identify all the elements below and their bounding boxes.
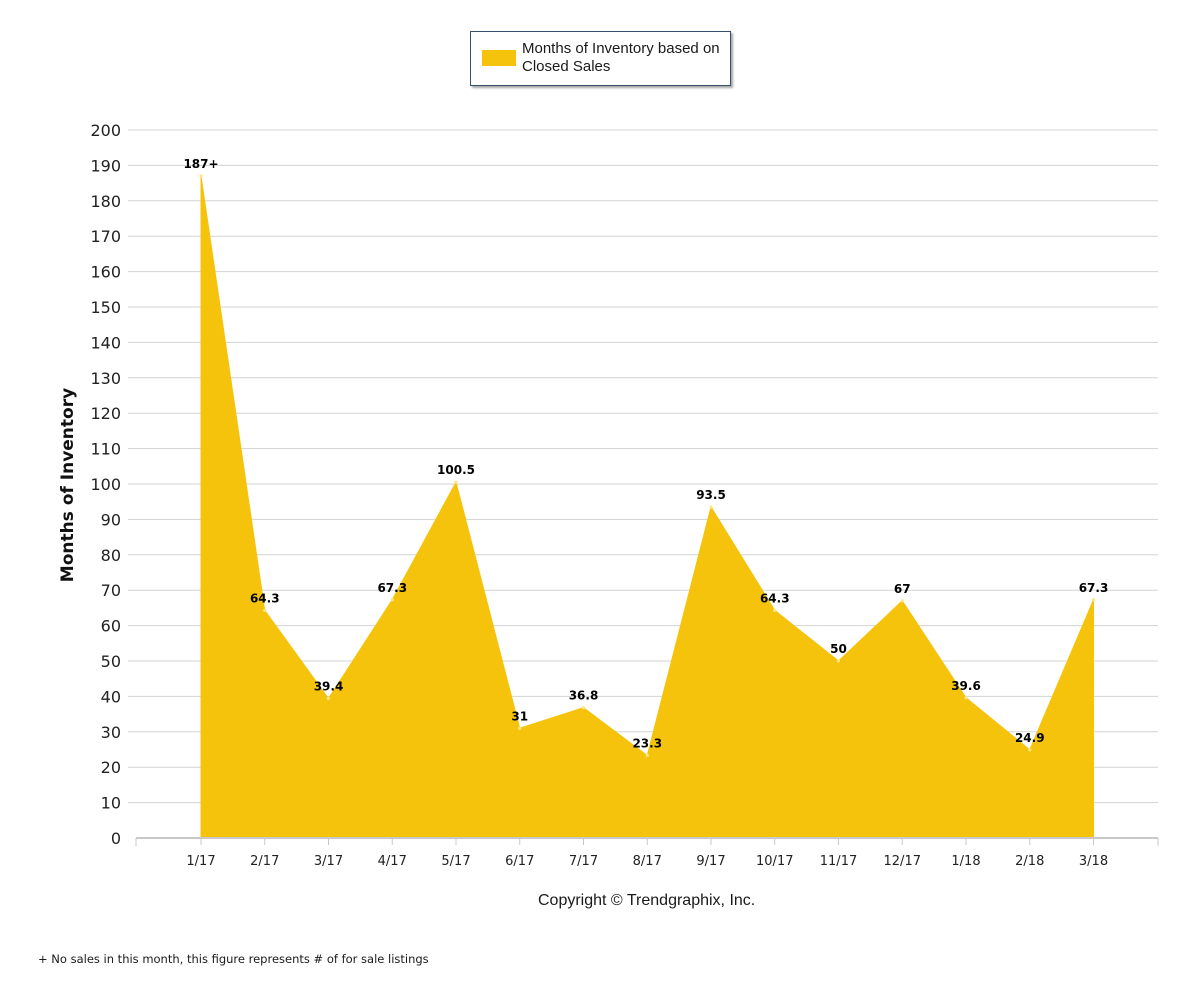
data-label: 23.3	[632, 737, 662, 751]
data-point	[709, 505, 713, 509]
y-tick-label: 150	[90, 298, 121, 317]
y-tick-label: 200	[90, 121, 121, 140]
data-point	[645, 753, 649, 758]
data-label: 39.6	[951, 679, 981, 693]
y-tick-label: 110	[90, 440, 121, 459]
legend-swatch	[482, 50, 516, 66]
data-label: 39.4	[314, 680, 344, 694]
x-tick-label: 6/17	[505, 854, 534, 869]
y-tick-label: 30	[101, 723, 121, 742]
y-tick-label: 10	[101, 794, 121, 813]
data-point	[581, 706, 586, 710]
data-point	[518, 726, 522, 730]
data-label: 24.9	[1015, 731, 1045, 745]
data-point	[964, 696, 968, 700]
x-tick-label: 8/17	[633, 854, 662, 869]
data-point	[773, 608, 777, 612]
y-tick-label: 160	[90, 263, 121, 282]
y-axis-title: Months of Inventory	[58, 387, 78, 583]
x-tick-label: 1/18	[951, 854, 980, 869]
x-axis-ticks: 1/17 2/17 3/17 4/17 5/17 6/17 7/17 8/17 9/17 10/1…	[186, 854, 1108, 869]
y-tick-label: 40	[101, 687, 121, 706]
data-label: 100.5	[437, 463, 475, 477]
data-point	[326, 696, 331, 701]
y-tick-label: 190	[90, 156, 121, 175]
y-tick-label: 90	[101, 510, 121, 529]
area-series	[199, 174, 1096, 839]
data-point	[454, 480, 458, 484]
y-tick-label: 140	[90, 333, 121, 352]
x-tick-label: 2/18	[1015, 854, 1044, 869]
x-tick-label: 2/17	[250, 854, 279, 869]
data-label: 31	[511, 709, 528, 723]
x-tick-label: 12/17	[884, 854, 921, 869]
data-label: 50	[830, 642, 847, 656]
y-tick-label: 60	[101, 617, 121, 636]
data-point	[390, 598, 394, 602]
data-point	[900, 599, 904, 603]
x-tick-label: 3/17	[314, 854, 343, 869]
y-tick-label: 120	[90, 404, 121, 423]
data-label: 64.3	[760, 591, 790, 605]
footnote-text: + No sales in this month, this figure re…	[38, 952, 429, 966]
data-point	[199, 174, 203, 178]
x-tick-label: 9/17	[696, 854, 725, 869]
y-tick-label: 100	[90, 475, 121, 494]
data-labels: 187+ 64.3 39.4 67.3 100.5 31 36.8 23.3 93.5 64.3 5…	[183, 157, 1108, 750]
x-tick-label: 4/17	[378, 854, 407, 869]
x-tick-label: 3/18	[1079, 854, 1108, 869]
y-axis-ticks: 0 10 20 30 40 50 60 70 80 90 100 110 120 130 140 150 160…	[90, 121, 121, 848]
axes	[135, 837, 1159, 846]
x-tick-label: 5/17	[441, 854, 470, 869]
data-label: 187+	[183, 157, 218, 171]
y-tick-label: 80	[101, 546, 121, 565]
y-tick-label: 170	[90, 227, 121, 246]
y-tick-label: 50	[101, 652, 121, 671]
x-tick-label: 1/17	[186, 854, 215, 869]
x-tick-label: 10/17	[756, 854, 793, 869]
data-point	[263, 608, 267, 612]
gridlines	[128, 129, 1158, 804]
data-label: 67	[894, 582, 911, 596]
data-label: 64.3	[250, 591, 280, 605]
data-label: 67.3	[377, 581, 407, 595]
y-tick-label: 20	[101, 758, 121, 777]
data-point	[1028, 748, 1032, 752]
legend-label: Months of Inventory based on Closed Sale…	[522, 40, 720, 75]
data-point	[1091, 598, 1096, 602]
y-tick-label: 180	[90, 192, 121, 211]
area-fill	[200, 175, 1094, 839]
copyright-text: Copyright © Trendgraphix, Inc.	[538, 892, 756, 909]
data-label: 93.5	[696, 488, 726, 502]
data-point	[836, 659, 841, 663]
y-tick-label: 70	[101, 581, 121, 600]
data-label: 67.3	[1079, 581, 1109, 595]
data-label: 36.8	[569, 689, 599, 703]
x-tick-label: 7/17	[569, 854, 598, 869]
y-tick-label: 130	[90, 369, 121, 388]
legend: Months of Inventory based on Closed Sale…	[470, 31, 731, 86]
y-tick-label: 0	[111, 829, 121, 848]
x-tick-label: 11/17	[820, 854, 857, 869]
